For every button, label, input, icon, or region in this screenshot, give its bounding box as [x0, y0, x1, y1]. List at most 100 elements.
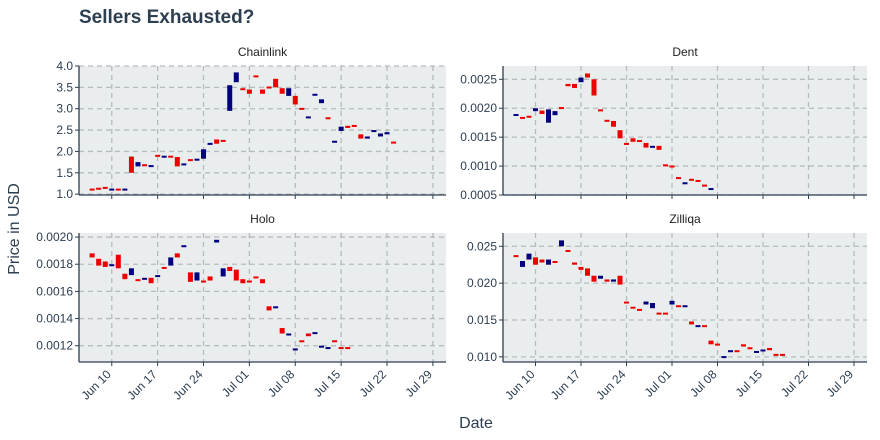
candle-zilliqa — [546, 259, 551, 265]
candle-dent — [702, 184, 707, 187]
candle-dent — [565, 83, 571, 87]
candle-holo — [220, 268, 226, 277]
candle-zilliqa — [708, 340, 714, 345]
x-tick-label: Jul 08 — [687, 367, 720, 400]
candle-dent — [552, 111, 558, 116]
x-axis-title: Date — [459, 415, 493, 432]
candle-holo — [246, 280, 252, 283]
candle-holo — [345, 347, 351, 350]
candle-zilliqa — [598, 275, 603, 279]
candle-holo — [128, 268, 134, 276]
candle-holo — [233, 269, 239, 281]
candle-holo — [312, 332, 318, 335]
candle-holo — [260, 279, 265, 284]
candle-zilliqa — [656, 312, 662, 315]
candle-chainlink — [142, 164, 148, 167]
candle-zilliqa — [585, 268, 590, 276]
candle-holo — [305, 333, 311, 337]
candle-holo — [168, 257, 174, 266]
y-tick-label: 3.5 — [56, 80, 73, 94]
y-tick-label: 2.5 — [56, 123, 73, 137]
panel-dent: Dent 0.0005 0.0010 0.0015 0.0020 0.0025 — [460, 45, 867, 202]
y-tick-label: 0.010 — [467, 350, 497, 364]
candle-zilliqa — [741, 344, 746, 347]
candle-dent — [676, 177, 681, 180]
candle-dent — [617, 130, 623, 139]
candle-dent — [520, 116, 525, 119]
candle-dent — [663, 164, 668, 167]
panel-title: Zilliqa — [669, 212, 701, 226]
candle-zilliqa — [526, 253, 532, 260]
candle-dent — [650, 145, 655, 148]
candle-chainlink — [207, 142, 213, 145]
x-tick-label: Jun 24 — [593, 367, 629, 403]
candle-dent — [513, 114, 519, 117]
candle-zilliqa — [643, 301, 649, 305]
candle-chainlink — [253, 75, 259, 78]
y-tick-label: 0.0005 — [460, 188, 497, 202]
candle-dent — [708, 188, 714, 191]
candle-zilliqa — [630, 306, 636, 309]
x-tick-label: Jun 17 — [548, 367, 584, 403]
candle-zilliqa — [533, 257, 538, 265]
x-tick-label: Jul 22 — [778, 367, 811, 400]
candle-zilliqa — [578, 266, 584, 270]
candle-chainlink — [201, 149, 207, 159]
candle-chainlink — [325, 117, 331, 120]
candle-chainlink — [318, 99, 324, 104]
candle-zilliqa — [734, 350, 740, 353]
candle-dent — [637, 140, 642, 143]
candle-holo — [325, 347, 331, 350]
candle-chainlink — [299, 107, 305, 110]
x-tick-label: Jul 01 — [219, 367, 252, 400]
candle-holo — [194, 272, 200, 281]
candle-holo — [122, 273, 128, 280]
candle-chainlink — [279, 88, 285, 94]
candle-dent — [689, 178, 694, 181]
candle-chainlink — [194, 158, 200, 161]
candle-holo — [109, 264, 115, 267]
candle-chainlink — [246, 89, 252, 94]
candle-zilliqa — [559, 240, 564, 247]
panel-title: Chainlink — [238, 45, 288, 59]
candle-dent — [604, 119, 610, 122]
candle-chainlink — [161, 155, 167, 158]
panel-holo: Holo 0.0012 0.0014 0.0016 0.0018 0.0020 Jun 10… — [36, 212, 446, 403]
y-tick-label: 3.0 — [56, 102, 73, 116]
x-tick-label: Jul 22 — [357, 367, 390, 400]
candle-holo — [279, 328, 285, 334]
candle-zilliqa — [767, 347, 772, 351]
candle-holo — [187, 272, 193, 282]
candle-zilliqa — [760, 349, 766, 352]
candle-chainlink — [286, 88, 292, 96]
candle-chainlink — [187, 159, 193, 162]
candle-dent — [572, 83, 577, 88]
candle-holo — [266, 306, 272, 311]
candle-zilliqa — [624, 301, 629, 304]
candle-zilliqa — [773, 353, 779, 356]
y-tick-label: 1.0 — [56, 187, 73, 201]
y-tick-label: 0.0020 — [460, 101, 497, 115]
candle-dent — [533, 108, 538, 112]
x-tick-label: Jun 10 — [502, 367, 538, 403]
y-tick-label: 1.5 — [56, 166, 73, 180]
candle-chainlink — [89, 188, 95, 191]
candle-chainlink — [155, 154, 161, 157]
candle-dent — [611, 120, 616, 127]
candle-chainlink — [351, 124, 357, 127]
candle-chainlink — [109, 188, 115, 191]
candle-chainlink — [174, 156, 180, 167]
candle-holo — [96, 258, 102, 266]
candle-chainlink — [384, 132, 390, 135]
candle-holo — [89, 253, 95, 258]
candle-zilliqa — [780, 353, 785, 356]
candle-chainlink — [273, 78, 279, 88]
candle-dent — [546, 109, 551, 123]
candle-chainlink — [371, 130, 377, 133]
y-tick-label: 0.0018 — [36, 257, 73, 271]
x-tick-label: Jun 17 — [124, 367, 160, 403]
candle-zilliqa — [721, 356, 727, 359]
candle-holo — [102, 261, 108, 267]
